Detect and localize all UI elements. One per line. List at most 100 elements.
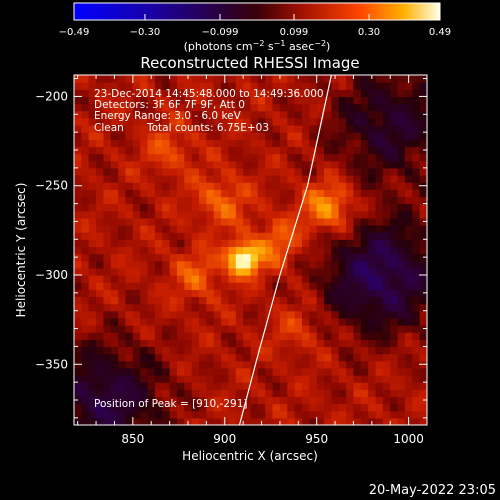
heatmap-cell — [353, 110, 362, 119]
heatmap-cell — [257, 260, 266, 269]
heatmap-cell — [250, 139, 259, 148]
heatmap-cell — [221, 160, 230, 169]
heatmap-cell — [360, 332, 369, 340]
heatmap-cell — [213, 303, 222, 312]
heatmap-cell — [125, 160, 134, 169]
heatmap-cell — [301, 360, 310, 369]
heatmap-cell — [96, 203, 105, 212]
heatmap-cell — [294, 110, 303, 119]
heatmap-cell — [375, 346, 384, 355]
heatmap-cell — [324, 396, 332, 405]
heatmap-cell — [368, 296, 377, 305]
heatmap-cell — [287, 260, 296, 269]
heatmap-cell — [74, 375, 82, 383]
heatmap-cell — [294, 267, 303, 276]
heatmap-cell — [191, 196, 200, 205]
heatmap-cell — [419, 82, 427, 90]
heatmap-cell — [140, 396, 149, 405]
heatmap-cell — [331, 396, 340, 405]
heatmap-cell — [250, 267, 259, 276]
heatmap-cell — [316, 360, 325, 369]
heatmap-cell — [162, 225, 171, 233]
heatmap-cell — [419, 303, 427, 312]
heatmap-cell — [125, 89, 134, 98]
heatmap-cell — [184, 132, 193, 140]
heatmap-cell — [88, 317, 97, 326]
heatmap-cell — [301, 289, 310, 298]
heatmap-cell — [191, 339, 200, 348]
heatmap-cell — [103, 360, 112, 369]
heatmap-cell — [397, 253, 406, 262]
heatmap-cell — [125, 289, 134, 298]
heatmap-cell — [250, 396, 259, 405]
heatmap-cell — [316, 332, 325, 340]
heatmap-cell — [125, 282, 134, 290]
heatmap-cell — [250, 203, 259, 212]
heatmap-cell — [412, 346, 421, 355]
heatmap-cell — [176, 403, 185, 412]
heatmap-cell — [221, 389, 230, 398]
heatmap-cell — [287, 82, 296, 90]
heatmap-cell — [404, 332, 413, 340]
heatmap-cell — [88, 175, 97, 183]
heatmap-cell — [235, 289, 244, 298]
heatmap-cell — [419, 353, 427, 362]
heatmap-cell — [265, 96, 274, 105]
heatmap-cell — [162, 103, 171, 112]
heatmap-cell — [81, 125, 90, 133]
heatmap-cell — [81, 175, 90, 183]
heatmap-cell — [243, 289, 252, 298]
heatmap-cell — [265, 396, 274, 405]
heatmap-cell — [213, 210, 222, 219]
heatmap-cell — [331, 110, 340, 119]
heatmap-cell — [324, 175, 332, 183]
heatmap-cell — [397, 289, 406, 298]
heatmap-cell — [176, 225, 185, 233]
heatmap-cell — [118, 396, 127, 405]
heatmap-cell — [346, 160, 355, 169]
heatmap-cell — [96, 360, 105, 369]
heatmap-cell — [294, 153, 303, 162]
heatmap-cell — [412, 175, 421, 183]
heatmap-cell — [309, 110, 318, 119]
heatmap-cell — [118, 382, 127, 390]
heatmap-cell — [287, 246, 296, 255]
heatmap-cell — [103, 89, 112, 98]
heatmap-cell — [140, 89, 149, 98]
heatmap-cell — [390, 310, 399, 319]
heatmap-cell — [309, 232, 318, 240]
heatmap-cell — [390, 339, 399, 348]
heatmap-cell — [235, 146, 244, 155]
heatmap-cell — [81, 96, 90, 105]
heatmap-cell — [294, 117, 303, 126]
heatmap-cell — [353, 182, 362, 190]
heatmap-cell — [390, 296, 399, 305]
heatmap-cell — [140, 125, 149, 133]
heatmap-cell — [184, 382, 193, 390]
heatmap-cell — [346, 289, 355, 298]
heatmap-cell — [132, 160, 141, 169]
heatmap-cell — [184, 325, 193, 333]
heatmap-cell — [88, 225, 97, 233]
heatmap-cell — [154, 110, 163, 119]
heatmap-cell — [412, 375, 421, 383]
heatmap-cell — [309, 196, 318, 205]
heatmap-cell — [316, 89, 325, 98]
heatmap-cell — [279, 339, 288, 348]
heatmap-cell — [103, 246, 112, 255]
heatmap-cell — [331, 196, 340, 205]
heatmap-cell — [272, 303, 281, 312]
heatmap-cell — [346, 246, 355, 255]
heatmap-cell — [368, 289, 377, 298]
heatmap-cell — [368, 217, 377, 226]
heatmap-cell — [228, 160, 237, 169]
heatmap-cell — [419, 160, 427, 169]
heatmap-cell — [287, 175, 296, 183]
heatmap-cell — [301, 339, 310, 348]
heatmap-cell — [301, 225, 310, 233]
heatmap-cell — [404, 275, 413, 283]
heatmap-cell — [316, 189, 325, 198]
heatmap-cell — [257, 389, 266, 398]
heatmap-cell — [125, 317, 134, 326]
heatmap-cell — [331, 232, 340, 240]
